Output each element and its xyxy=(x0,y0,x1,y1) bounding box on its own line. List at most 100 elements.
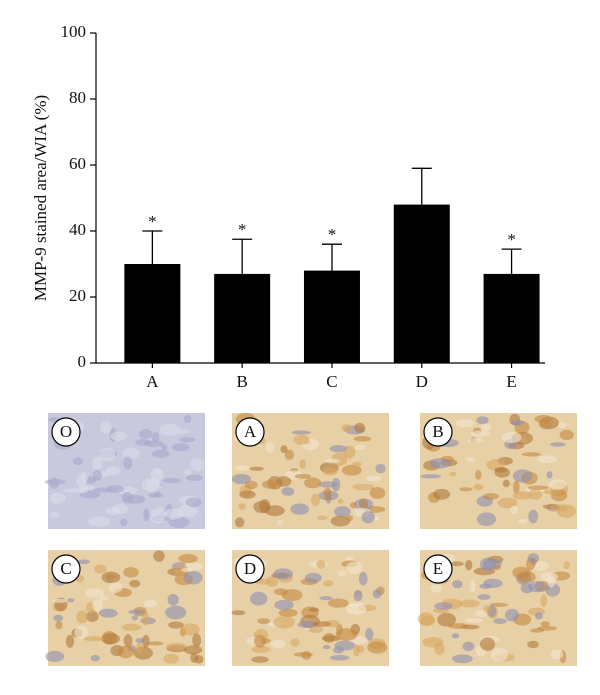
tissue xyxy=(270,639,286,649)
tissue xyxy=(513,480,520,494)
tissue xyxy=(167,594,179,606)
tissue xyxy=(293,434,310,445)
tissue xyxy=(92,487,114,493)
tissue xyxy=(316,560,326,569)
micrograph: D xyxy=(231,550,389,666)
tissue xyxy=(479,637,496,651)
tissue xyxy=(291,430,311,435)
tissue xyxy=(521,437,528,443)
tissue xyxy=(100,420,112,434)
tissue xyxy=(231,473,251,485)
tissue xyxy=(109,581,123,594)
tissue xyxy=(276,476,292,487)
tissue xyxy=(476,416,489,425)
tissue xyxy=(235,517,245,528)
tissue xyxy=(477,594,491,600)
tissue xyxy=(262,480,278,489)
tissue xyxy=(276,519,284,525)
tissue xyxy=(548,479,567,490)
tissue xyxy=(465,559,473,571)
x-tick-label: E xyxy=(506,372,516,391)
tissue xyxy=(321,635,341,642)
tissue xyxy=(470,430,490,437)
tissue xyxy=(161,444,168,451)
tissue xyxy=(284,449,294,461)
tissue xyxy=(166,642,187,651)
tissue xyxy=(319,596,333,601)
tissue xyxy=(479,557,496,572)
tissue xyxy=(501,431,522,444)
tissue xyxy=(330,515,351,527)
tissue xyxy=(274,599,294,610)
tissue xyxy=(150,468,164,482)
tissue xyxy=(83,636,105,642)
tissue xyxy=(67,598,75,603)
tissue xyxy=(98,448,116,462)
tissue xyxy=(151,449,170,458)
tissue xyxy=(123,634,133,648)
tissue xyxy=(129,579,141,588)
tissue xyxy=(350,502,357,509)
tissue xyxy=(430,584,443,593)
tissue xyxy=(527,553,540,564)
tissue xyxy=(192,633,202,648)
tissue xyxy=(150,513,166,524)
tissue xyxy=(352,461,362,467)
tissue xyxy=(449,561,464,567)
tissue xyxy=(293,652,313,657)
tissue xyxy=(299,459,307,469)
tissue xyxy=(273,568,293,580)
tissue xyxy=(540,571,559,583)
tissue xyxy=(44,478,66,485)
tissue xyxy=(178,437,196,443)
tissue xyxy=(294,473,312,479)
tissue xyxy=(480,423,492,432)
tissue xyxy=(466,457,476,462)
tissue xyxy=(563,561,570,570)
tissue xyxy=(139,429,153,439)
tissue xyxy=(490,648,509,662)
tissue xyxy=(345,515,353,522)
significance-mark: * xyxy=(328,225,337,244)
tissue xyxy=(497,497,518,509)
panel-label-circle xyxy=(235,554,265,584)
tissue xyxy=(183,645,203,655)
tissue xyxy=(239,490,256,499)
tissue xyxy=(122,623,142,631)
tissue xyxy=(98,608,118,618)
tissue xyxy=(141,478,160,492)
tissue xyxy=(290,638,300,647)
tissue xyxy=(135,439,151,446)
tissue xyxy=(249,591,268,606)
tissue xyxy=(106,465,120,476)
tissue xyxy=(105,507,121,516)
tissue xyxy=(341,464,362,476)
tissue xyxy=(433,488,451,500)
tissue xyxy=(168,621,184,629)
tissue xyxy=(184,468,193,475)
tissue xyxy=(366,475,383,482)
tissue xyxy=(476,512,497,526)
tissue xyxy=(142,612,150,626)
tissue xyxy=(329,445,347,453)
tissue xyxy=(534,415,553,424)
tissue xyxy=(518,518,528,524)
tissue xyxy=(249,466,264,471)
panel-label: A xyxy=(244,422,257,441)
tissue xyxy=(543,489,562,495)
tissue xyxy=(122,447,141,460)
tissue xyxy=(473,483,484,491)
tissue xyxy=(482,493,499,500)
significance-mark: * xyxy=(148,212,157,231)
tissue xyxy=(517,571,536,584)
tissue xyxy=(356,645,365,653)
tissue xyxy=(352,483,374,491)
tissue xyxy=(369,486,386,500)
tissue xyxy=(420,615,436,626)
significance-mark: * xyxy=(507,230,516,249)
micrograph: A xyxy=(231,412,389,529)
tissue xyxy=(358,498,369,509)
tissue xyxy=(346,561,363,575)
tissue xyxy=(494,467,510,478)
